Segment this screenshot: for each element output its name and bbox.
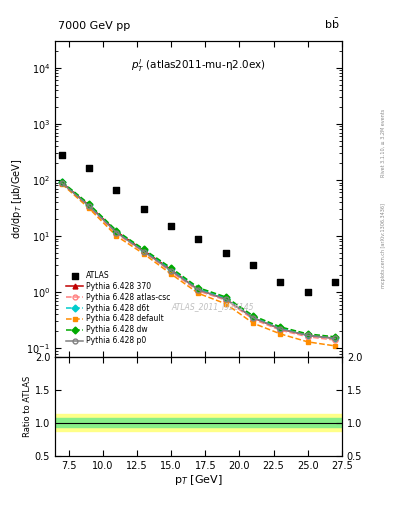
Pythia 6.428 default [87,205,92,211]
Pythia 6.428 atlas-csc [59,180,64,186]
Pythia 6.428 370 [59,179,64,185]
ATLAS [277,278,284,286]
Pythia 6.428 default [59,181,64,187]
Line: Pythia 6.428 370: Pythia 6.428 370 [59,180,338,341]
Pythia 6.428 370 [224,296,228,302]
ATLAS [113,186,119,195]
Pythia 6.428 atlas-csc [169,269,173,275]
Text: b$\bar{\rm b}$: b$\bar{\rm b}$ [323,17,339,31]
ATLAS [86,164,92,173]
Line: Pythia 6.428 dw: Pythia 6.428 dw [59,179,338,339]
Text: mcplots.cern.ch [arXiv:1306.3436]: mcplots.cern.ch [arXiv:1306.3436] [381,203,386,288]
Pythia 6.428 default [305,339,310,345]
Pythia 6.428 atlas-csc [87,204,92,210]
Pythia 6.428 370 [251,315,255,321]
Pythia 6.428 default [278,331,283,337]
Pythia 6.428 p0 [59,180,64,186]
Y-axis label: Ratio to ATLAS: Ratio to ATLAS [23,376,32,437]
Pythia 6.428 d6t [196,286,201,292]
Pythia 6.428 atlas-csc [114,230,119,237]
Pythia 6.428 dw [169,265,173,271]
Pythia 6.428 p0 [141,248,146,254]
Pythia 6.428 dw [141,246,146,252]
Pythia 6.428 d6t [278,325,283,331]
Text: ATLAS_2011_I926145: ATLAS_2011_I926145 [172,302,254,311]
Pythia 6.428 d6t [224,295,228,301]
Pythia 6.428 dw [251,313,255,319]
Pythia 6.428 dw [114,227,119,233]
Pythia 6.428 p0 [169,268,173,274]
Y-axis label: dσ/dp$_{T}$ [μb/GeV]: dσ/dp$_{T}$ [μb/GeV] [9,159,24,239]
ATLAS [332,278,338,286]
Pythia 6.428 370 [278,326,283,332]
Pythia 6.428 p0 [251,315,255,321]
Pythia 6.428 p0 [278,326,283,332]
Pythia 6.428 default [251,320,255,326]
Pythia 6.428 370 [169,267,173,273]
Pythia 6.428 atlas-csc [196,288,201,294]
Line: Pythia 6.428 default: Pythia 6.428 default [59,181,338,348]
Pythia 6.428 dw [196,285,201,291]
Pythia 6.428 d6t [333,335,338,342]
Pythia 6.428 atlas-csc [305,334,310,340]
Pythia 6.428 default [333,343,338,349]
Pythia 6.428 atlas-csc [333,337,338,343]
Pythia 6.428 dw [59,179,64,185]
Pythia 6.428 370 [305,332,310,338]
Pythia 6.428 p0 [196,287,201,293]
Pythia 6.428 default [224,301,228,307]
Pythia 6.428 dw [87,201,92,207]
Pythia 6.428 dw [333,334,338,340]
Pythia 6.428 370 [333,335,338,342]
Pythia 6.428 d6t [251,314,255,320]
Line: Pythia 6.428 atlas-csc: Pythia 6.428 atlas-csc [59,181,338,343]
Pythia 6.428 dw [278,324,283,330]
Pythia 6.428 d6t [141,247,146,253]
Text: $p^{l}_{T}$ (atlas2011-mu-η2.0ex): $p^{l}_{T}$ (atlas2011-mu-η2.0ex) [131,57,266,74]
Pythia 6.428 d6t [114,228,119,234]
Pythia 6.428 dw [305,331,310,337]
Line: Pythia 6.428 p0: Pythia 6.428 p0 [59,181,338,341]
ATLAS [223,249,229,257]
Pythia 6.428 atlas-csc [278,327,283,333]
Pythia 6.428 p0 [333,335,338,342]
Pythia 6.428 atlas-csc [141,249,146,255]
Line: Pythia 6.428 d6t: Pythia 6.428 d6t [59,180,338,341]
Pythia 6.428 atlas-csc [224,297,228,303]
Pythia 6.428 atlas-csc [251,316,255,322]
Pythia 6.428 370 [87,202,92,208]
Text: Rivet 3.1.10, ≥ 3.2M events: Rivet 3.1.10, ≥ 3.2M events [381,109,386,178]
Pythia 6.428 p0 [114,229,119,236]
Pythia 6.428 370 [196,287,201,293]
Text: 7000 GeV pp: 7000 GeV pp [58,22,130,31]
Pythia 6.428 default [114,233,119,239]
Pythia 6.428 370 [141,247,146,253]
Pythia 6.428 p0 [224,296,228,302]
ATLAS [305,288,311,296]
Pythia 6.428 d6t [169,266,173,272]
Pythia 6.428 370 [114,228,119,234]
ATLAS [168,222,174,230]
Pythia 6.428 d6t [87,202,92,208]
Pythia 6.428 default [196,290,201,296]
Pythia 6.428 p0 [305,332,310,338]
ATLAS [59,151,65,159]
Pythia 6.428 default [169,271,173,277]
X-axis label: p$_{T}$ [GeV]: p$_{T}$ [GeV] [174,473,223,487]
Legend: ATLAS, Pythia 6.428 370, Pythia 6.428 atlas-csc, Pythia 6.428 d6t, Pythia 6.428 : ATLAS, Pythia 6.428 370, Pythia 6.428 at… [64,269,172,347]
ATLAS [141,205,147,214]
Pythia 6.428 d6t [59,179,64,185]
Pythia 6.428 d6t [305,332,310,338]
ATLAS [195,234,202,243]
Pythia 6.428 dw [224,294,228,300]
ATLAS [250,261,256,269]
Pythia 6.428 p0 [87,203,92,209]
Pythia 6.428 default [141,251,146,257]
